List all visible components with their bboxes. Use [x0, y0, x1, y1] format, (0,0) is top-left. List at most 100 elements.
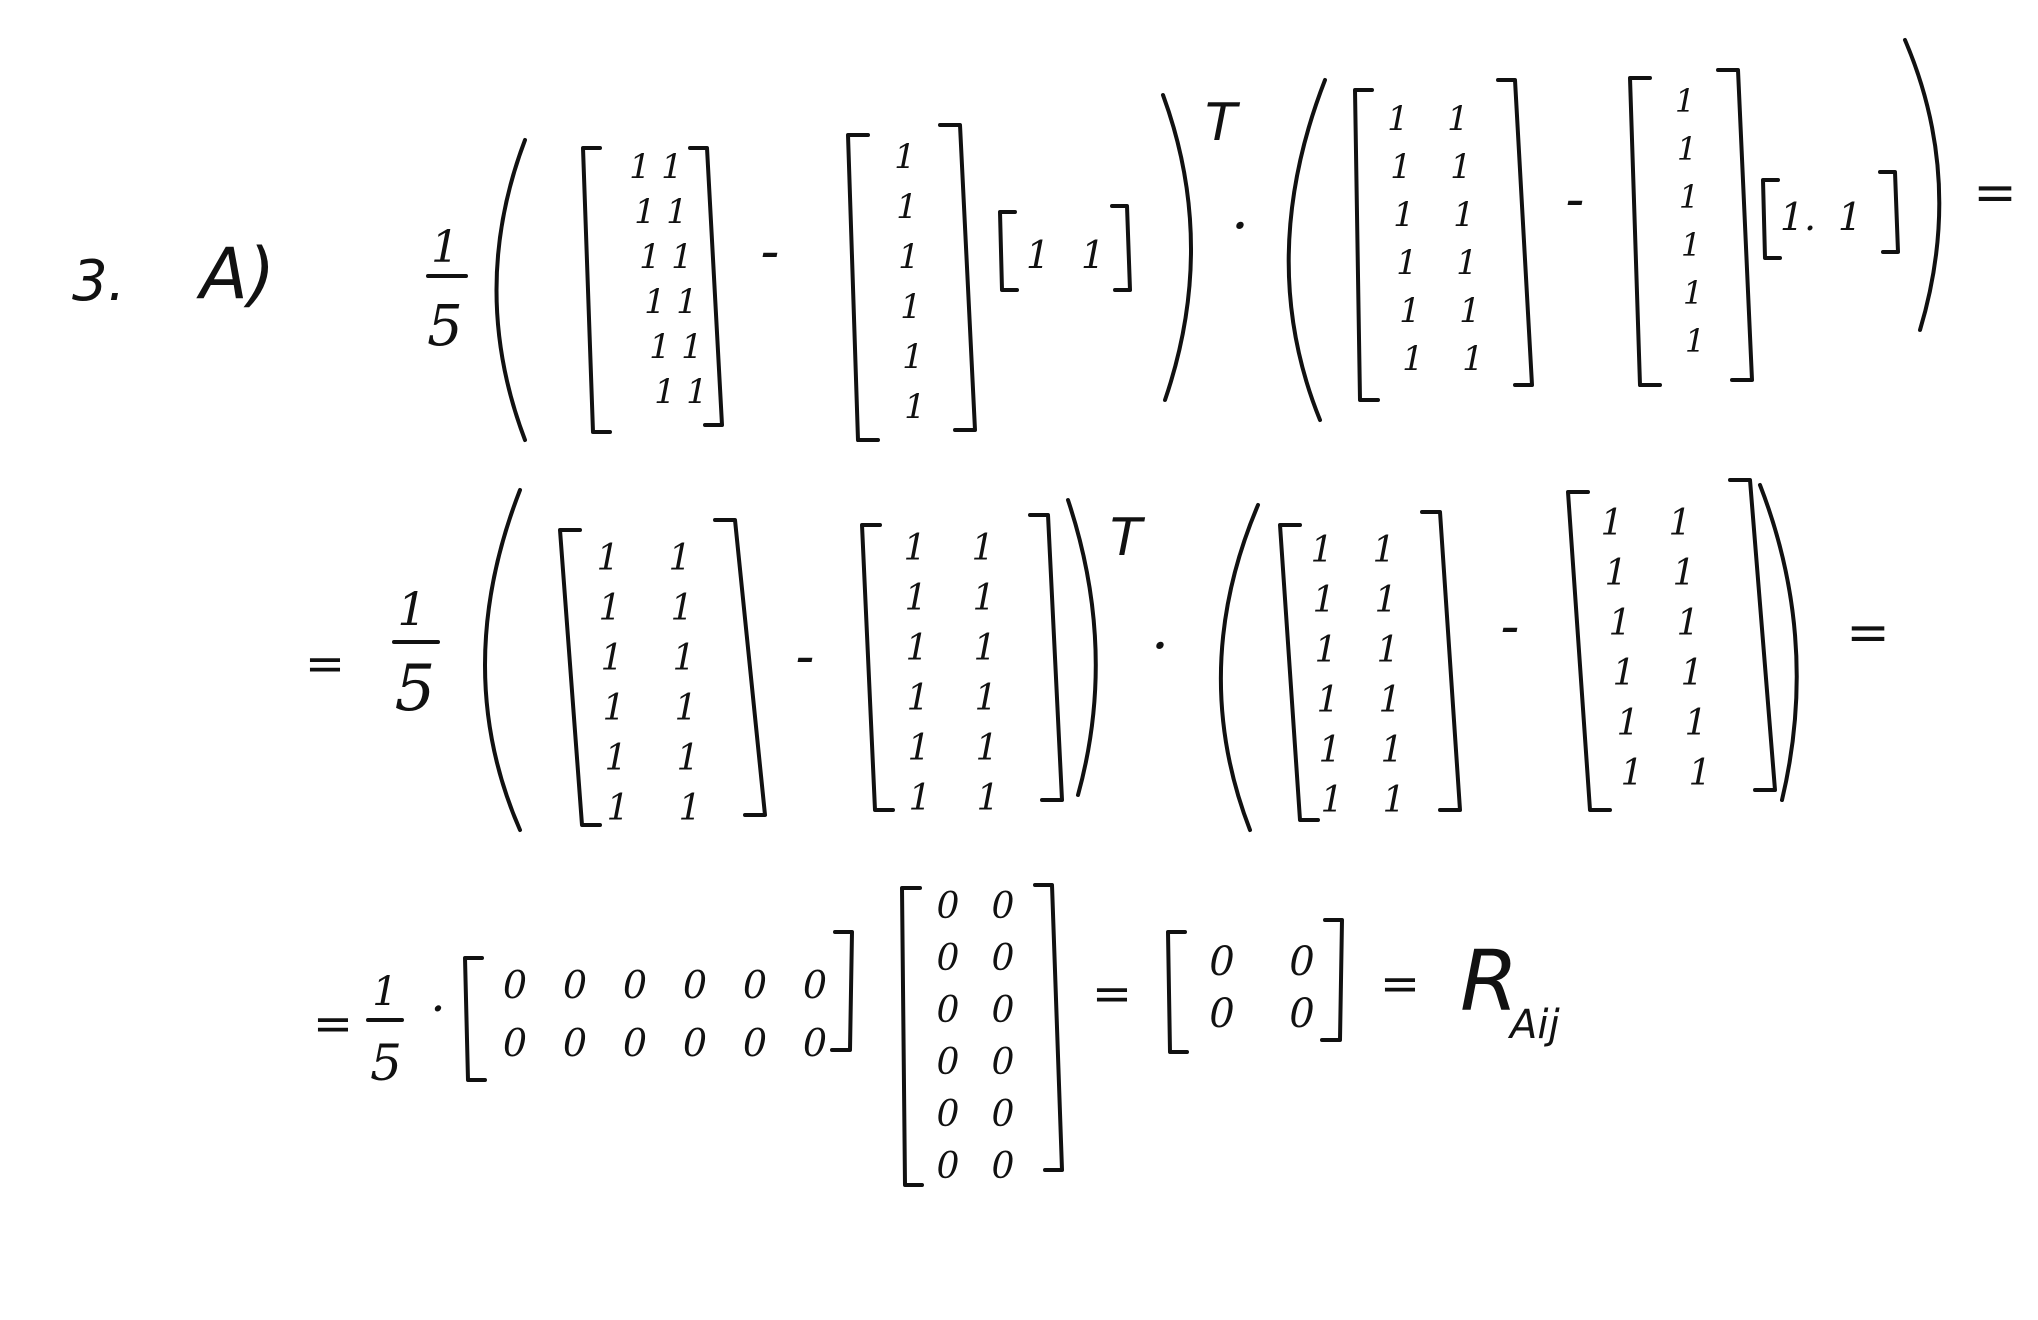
line3-wide-matrix-entry: 0: [623, 963, 647, 1007]
line1-column-vector-entry: 1: [902, 337, 924, 377]
line1-matrix-b: [1353, 78, 1534, 402]
right-bracket: [1728, 478, 1777, 792]
line2-matrix-b: [860, 513, 1064, 812]
line2-matrix-c-entry: 1: [1373, 530, 1396, 571]
line3-tall-matrix-entry: 0: [992, 990, 1015, 1031]
line2-matrix-d-entry: 1: [1689, 753, 1712, 794]
line2-matrix-c-entry: 1: [1315, 630, 1338, 671]
line3-result-matrix-entry: 0: [1289, 939, 1314, 985]
line1-matrix-a-entry: 1: [671, 237, 693, 277]
line1-matrix-a-entry: 1: [644, 282, 666, 322]
result-symbol-letter: R: [1460, 932, 1518, 1030]
line3-wide-matrix-entry: 0: [503, 1021, 527, 1065]
line1-matrix-b-entry: 1: [1447, 99, 1469, 139]
line2-matrix-b-entry: 1: [905, 578, 928, 619]
line1-matrix-a-entry: 1: [629, 147, 651, 187]
left-bracket: [1278, 523, 1320, 822]
left-bracket: [846, 133, 880, 442]
line1-matrix-a-entry: 1: [686, 372, 708, 412]
line2-matrix-b-entry: 1: [909, 778, 932, 819]
line3-tall-matrix-entry: 0: [992, 938, 1015, 979]
line1-row-vector: [998, 204, 1132, 292]
line3-wide-matrix-entry: 0: [683, 1021, 707, 1065]
right-bracket: [1420, 510, 1462, 812]
line1-column-vector-b-entry: 1: [1679, 178, 1699, 216]
line2-matrix-d: [1566, 478, 1777, 812]
line1-column-vector-entry: 1: [894, 137, 916, 177]
left-bracket: [1761, 178, 1782, 260]
left-bracket: [998, 210, 1019, 292]
line3-wide-matrix-entry: 0: [563, 1021, 587, 1065]
line1-matrix-a-entry: 1: [681, 327, 703, 367]
line2-matrix-d-entry: 1: [1677, 603, 1700, 644]
equals-sign: =: [1092, 966, 1132, 1022]
left-bracket: [463, 956, 487, 1082]
line1-matrix-b-entry: 1: [1456, 243, 1478, 283]
line-2: = 1 5 - T · - =: [305, 478, 1890, 832]
line3-wide-matrix: [463, 930, 854, 1082]
line3-result-matrix: [1166, 918, 1344, 1054]
fraction-numerator: 1: [372, 969, 397, 1015]
line3-wide-matrix-entry: 0: [503, 963, 527, 1007]
line1-matrix-b-entry: 1: [1390, 147, 1412, 187]
line2-matrix-a-entry: 1: [671, 588, 694, 629]
line1-row-vector-b-entry: 1: [1838, 195, 1862, 239]
line2-matrix-b-entry: 1: [972, 528, 995, 569]
left-bracket: [1628, 76, 1662, 387]
line2-matrix-b-entry: 1: [975, 678, 998, 719]
line1-matrix-b-entry: 1: [1393, 195, 1415, 235]
close-paren: [1758, 483, 1799, 802]
minus-sign: -: [761, 219, 780, 284]
line-3: = 1 5 · = = R Aij: [313, 883, 1560, 1187]
line2-matrix-a-entry: 1: [677, 738, 700, 779]
open-paren: [1286, 78, 1327, 422]
line2-matrix-c: [1278, 510, 1462, 822]
line3-result-matrix-entry: 0: [1209, 939, 1234, 985]
left-bracket: [1166, 930, 1189, 1054]
fraction-denominator: 5: [427, 294, 463, 359]
equals-sign: =: [1380, 956, 1420, 1012]
left-bracket: [900, 886, 924, 1187]
line1-matrix-a-entry: 1: [661, 147, 683, 187]
open-paren: [1218, 503, 1260, 832]
problem-part: A): [196, 233, 275, 315]
line2-matrix-a-entry: 1: [605, 738, 628, 779]
result-symbol: R Aij: [1460, 932, 1560, 1048]
line2-matrix-d-entry: 1: [1685, 703, 1708, 744]
line2-matrix-d-entry: 1: [1673, 553, 1696, 594]
line2-matrix-a-entry: 1: [679, 788, 702, 829]
fraction-denominator: 5: [370, 1034, 402, 1092]
line1-row-vector-b-entry: 1.: [1780, 195, 1816, 239]
dot-operator: ·: [1231, 194, 1249, 259]
line1-matrix-b-entry: 1: [1453, 195, 1475, 235]
line1-column-vector-b-entry: 1: [1675, 82, 1695, 120]
line3-wide-matrix-entry: 0: [743, 963, 767, 1007]
line1-column-vector-entry: 1: [898, 237, 920, 277]
line2-matrix-c-entry: 1: [1377, 630, 1400, 671]
line2-matrix-a-entry: 1: [673, 638, 696, 679]
line2-matrix-d-entry: 1: [1621, 753, 1644, 794]
transpose-symbol: T: [1205, 93, 1241, 153]
problem-number: 3.: [72, 249, 125, 314]
line3-tall-matrix-entry: 0: [937, 1042, 960, 1083]
line2-matrix-c-entry: 1: [1321, 780, 1344, 821]
right-bracket: [688, 146, 724, 427]
line3-tall-matrix-entry: 0: [937, 938, 960, 979]
equals-sign: =: [1846, 603, 1890, 663]
line1-matrix-a-entry: 1: [649, 327, 671, 367]
transpose-symbol: T: [1110, 508, 1146, 568]
line3-wide-matrix-entry: 0: [563, 963, 587, 1007]
open-paren: [494, 138, 527, 442]
line2-matrix-c-entry: 1: [1379, 680, 1402, 721]
line3-wide-matrix-entry: 0: [803, 963, 827, 1007]
line1-column-vector-b: [1628, 68, 1754, 387]
line1-row-vector-entry: 1: [1026, 233, 1050, 277]
line2-matrix-d-entry: 1: [1605, 553, 1628, 594]
line2-matrix-b-entry: 1: [976, 728, 999, 769]
left-bracket: [860, 523, 895, 812]
line2-matrix-c-entry: 1: [1311, 530, 1334, 571]
line2-matrix-c-entry: 1: [1319, 730, 1342, 771]
line1-row-vector-b: [1761, 170, 1900, 260]
right-bracket: [1878, 170, 1900, 254]
